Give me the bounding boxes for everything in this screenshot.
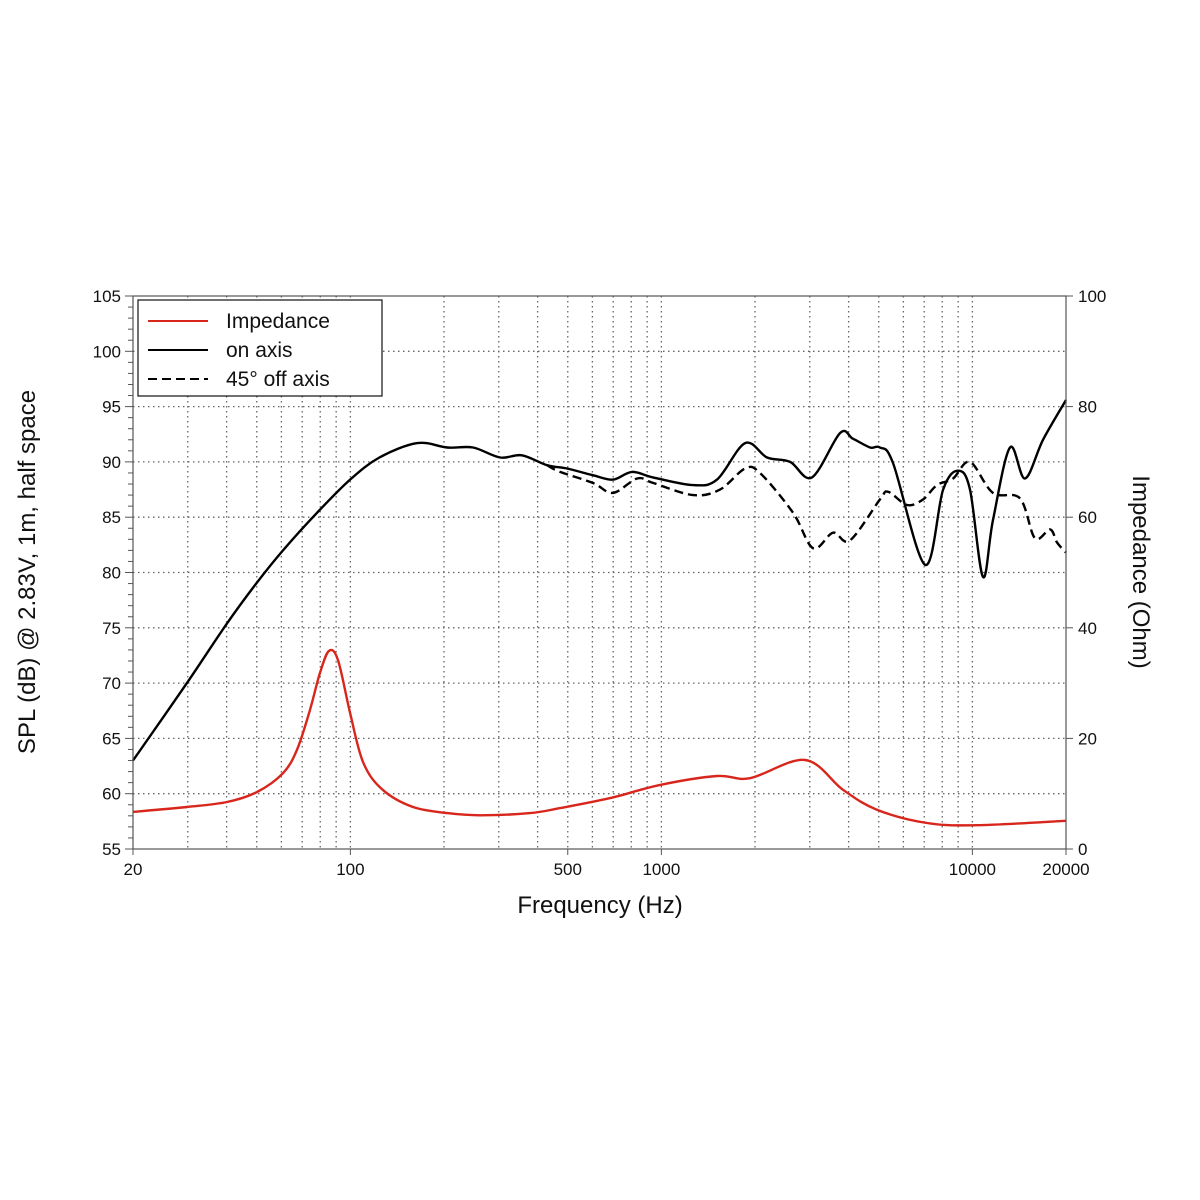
y2-tick-label: 40 [1078, 619, 1097, 638]
y-tick-label: 70 [102, 674, 121, 693]
legend-label-on-axis: on axis [226, 339, 293, 362]
y2-tick-label: 80 [1078, 398, 1097, 417]
x-tick-label: 20 [124, 860, 143, 879]
y-tick-label: 105 [93, 287, 121, 306]
x-tick-label: 100 [336, 860, 364, 879]
y2-tick-label: 0 [1078, 840, 1087, 859]
x-tick-label: 10000 [949, 860, 996, 879]
curves [132, 399, 1068, 827]
y2-tick-label: 100 [1078, 287, 1106, 306]
x-tick-label: 20000 [1042, 860, 1089, 879]
x-tick-label: 500 [554, 860, 582, 879]
y2-tick-label: 20 [1078, 729, 1097, 748]
series-line-on-axis [132, 399, 1068, 762]
plot-frame [132, 295, 1067, 850]
legend-label-impedance: Impedance [226, 310, 330, 333]
legend: Impedance on axis 45° off axis [137, 299, 383, 397]
series-line-45-off-axis [546, 460, 1067, 554]
legend-label-off-axis: 45° off axis [226, 368, 330, 391]
x-axis-label: Frequency (Hz) [517, 892, 682, 919]
y-tick-label: 75 [102, 619, 121, 638]
x-tick-label: 1000 [642, 860, 680, 879]
series-line-impedance [132, 648, 1067, 827]
y-tick-label: 60 [102, 785, 121, 804]
y-tick-label: 85 [102, 508, 121, 527]
y-axis-label: SPL (dB) @ 2.83V, 1m, half space [14, 390, 41, 754]
legend-box [137, 299, 383, 397]
axis-ticks: 55 60 65 70 75 80 85 90 95 100 105 0 20 40 60 80 100 20 10… [93, 287, 1107, 879]
y-tick-label: 100 [93, 342, 121, 361]
y-tick-label: 65 [102, 729, 121, 748]
y-tick-label: 80 [102, 564, 121, 583]
y-tick-label: 55 [102, 840, 121, 859]
y2-axis-label: Impedance (Ohm) [1127, 475, 1154, 668]
y-tick-label: 90 [102, 453, 121, 472]
y-tick-label: 95 [102, 398, 121, 417]
y2-tick-label: 60 [1078, 508, 1097, 527]
